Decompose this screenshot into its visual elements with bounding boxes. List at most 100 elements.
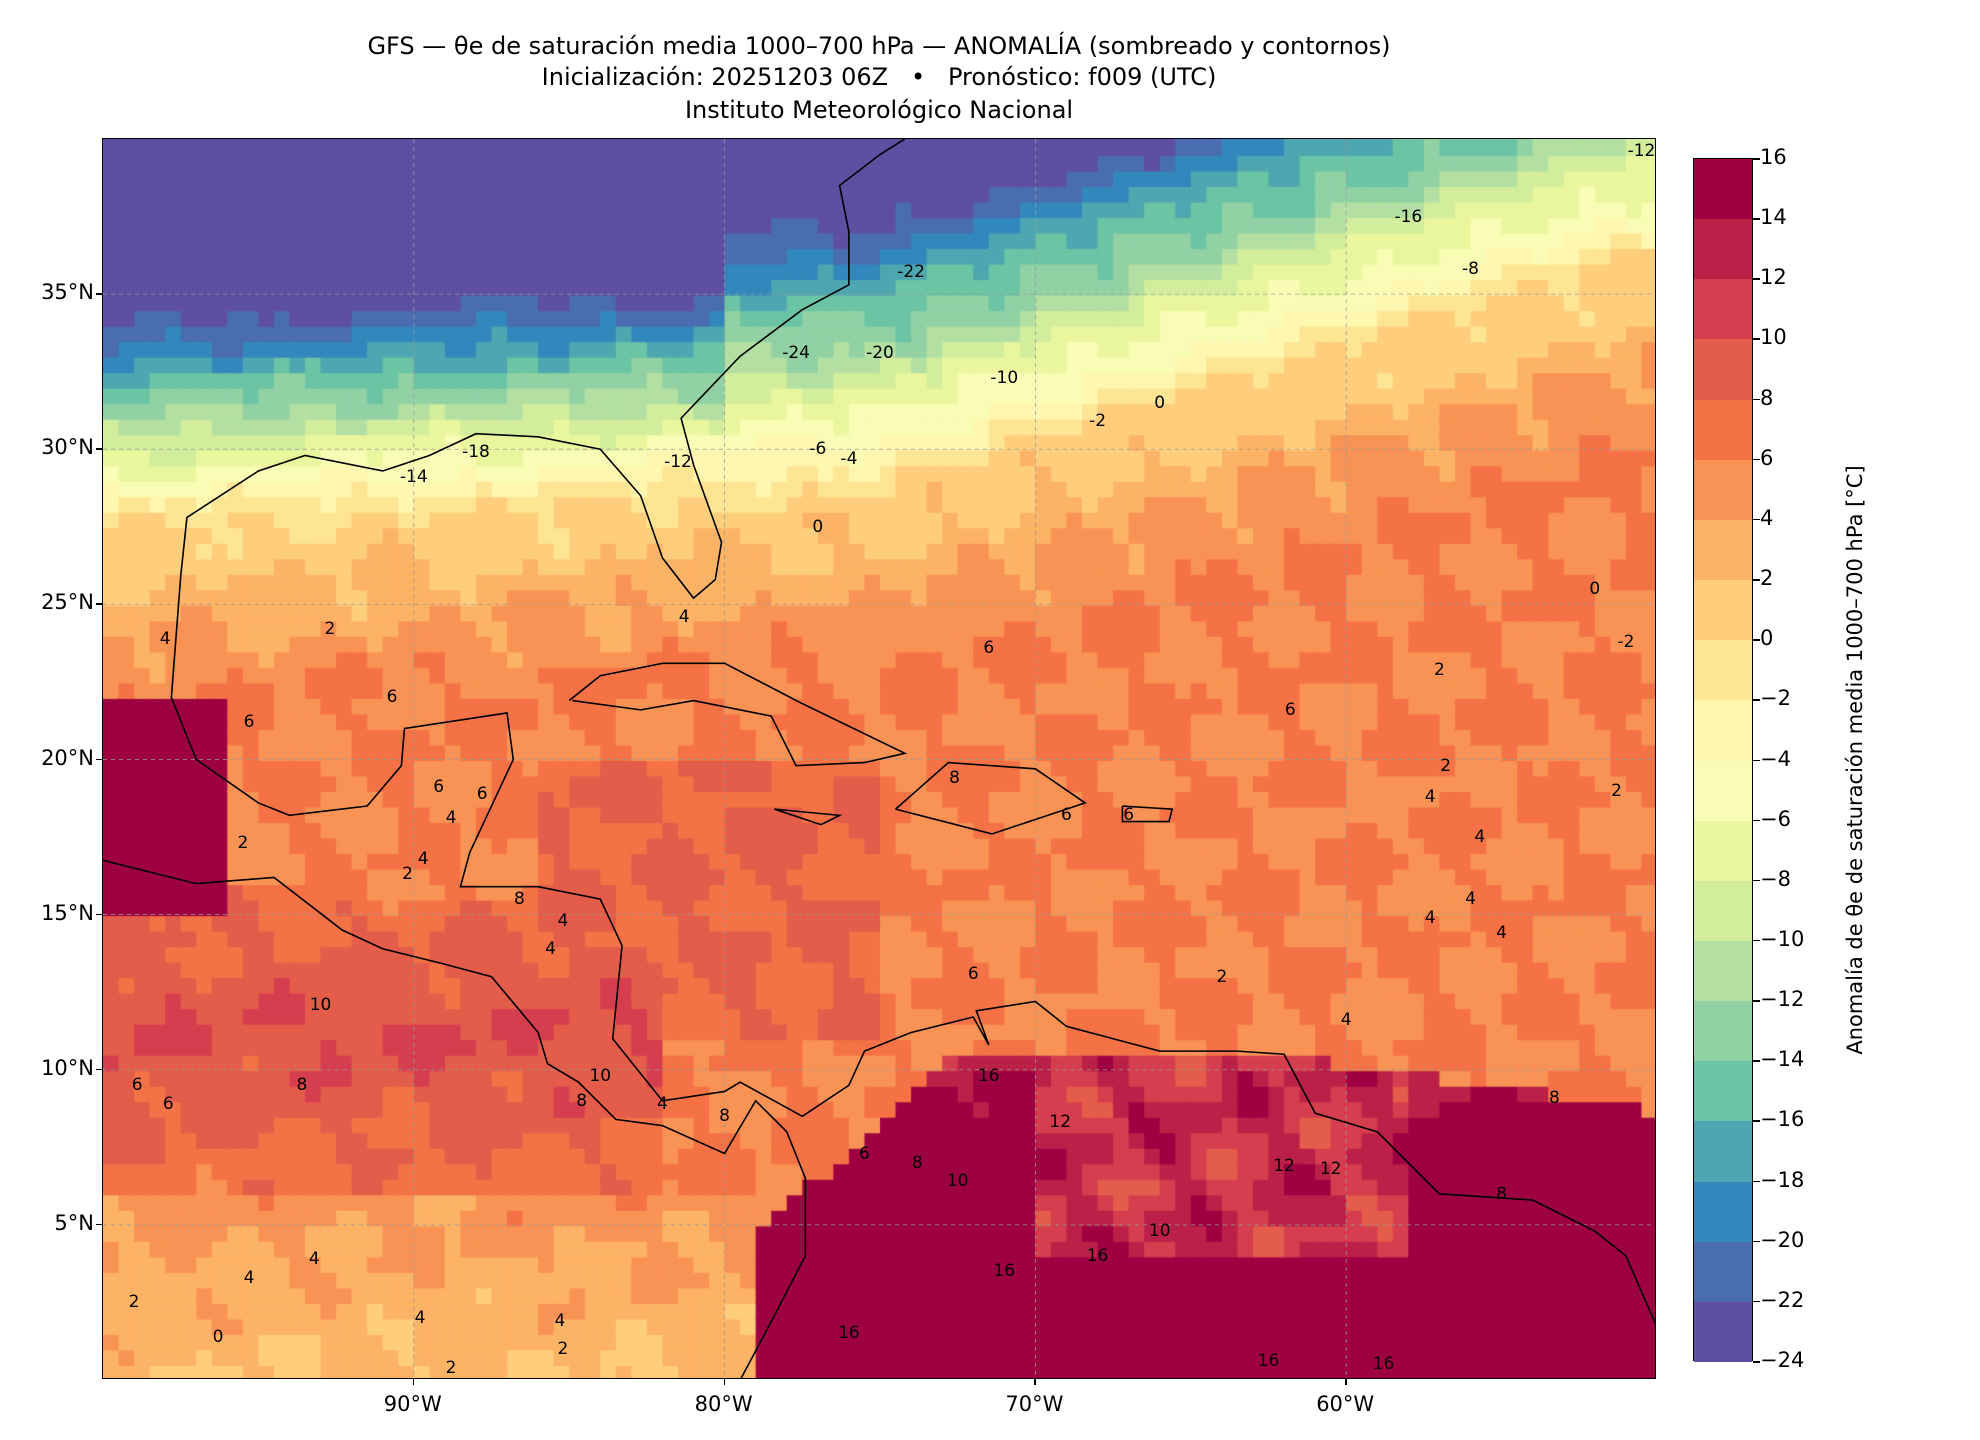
- contour-label: 8: [296, 1075, 308, 1096]
- colorbar-tick: [1753, 879, 1760, 882]
- contour-label: 12: [1319, 1159, 1342, 1180]
- contour-label: -2: [1617, 631, 1635, 652]
- colorbar-tick: [1753, 518, 1760, 521]
- colorbar-tick-label: −18: [1760, 1167, 1805, 1192]
- colorbar-swatch: [1694, 700, 1752, 761]
- contour-label: 0: [212, 1326, 224, 1347]
- map-panel: -12 -16 -8 -22 -24 -20 -10 -2 0 -6 -4 -12 -18 -14 0 0 -2…: [102, 138, 1656, 1379]
- lat-tick-label: 35°N: [41, 280, 94, 305]
- colorbar-swatch: [1694, 1001, 1752, 1062]
- colorbar-tick: [1753, 338, 1760, 340]
- contour-label: -2: [1089, 411, 1107, 432]
- contour-label: 2: [445, 1357, 457, 1378]
- colorbar-swatch: [1694, 1181, 1752, 1243]
- contour-label: -22: [897, 262, 925, 283]
- colorbar-swatch: [1694, 760, 1752, 822]
- lat-tick: [96, 1068, 102, 1071]
- contour-label: 6: [859, 1143, 870, 1164]
- colorbar-swatch: [1694, 820, 1752, 882]
- colorbar-tick: [1753, 278, 1760, 280]
- lat-tick-label: 5°N: [54, 1210, 94, 1235]
- colorbar-tick-label: 12: [1760, 265, 1787, 290]
- contour-label: 16: [993, 1261, 1016, 1282]
- contour-label: 16: [1372, 1354, 1395, 1375]
- coastline: [170, 576, 1655, 1325]
- contour-label: 2: [1440, 755, 1452, 776]
- coastline: [1121, 805, 1174, 823]
- lat-tick: [96, 758, 102, 760]
- lat-tick-label: 25°N: [41, 590, 94, 615]
- colorbar-tick: [1753, 158, 1760, 160]
- contour-label: -16: [1394, 206, 1423, 227]
- colorbar-tick-label: −22: [1760, 1287, 1805, 1312]
- contour-label: 4: [1474, 827, 1486, 848]
- colorbar-tick-label: −10: [1760, 926, 1805, 951]
- contour-label: 4: [1465, 889, 1476, 910]
- colorbar-tick: [1753, 639, 1760, 641]
- colorbar-swatch: [1694, 399, 1752, 461]
- colorbar-swatch: [1694, 1301, 1752, 1363]
- colorbar-swatch: [1694, 159, 1752, 220]
- colorbar-swatch: [1694, 940, 1752, 1002]
- colorbar-tick-label: 6: [1760, 445, 1774, 470]
- colorbar-swatch: [1694, 580, 1752, 641]
- colorbar-label: Anomalía de θe de saturación media 1000–…: [1843, 465, 1867, 1055]
- colorbar-swatch: [1694, 1061, 1752, 1122]
- colorbar-tick: [1753, 939, 1760, 942]
- colorbar-tick: [1753, 1361, 1760, 1363]
- lat-tick-label: 30°N: [41, 435, 94, 460]
- colorbar-tick-label: −14: [1760, 1047, 1805, 1072]
- contour-label: 16: [1257, 1351, 1280, 1372]
- contour-label: 10: [589, 1065, 612, 1086]
- lat-tick: [96, 913, 102, 916]
- contour-label: 12: [1273, 1155, 1295, 1176]
- lon-tick: [412, 1379, 415, 1385]
- colorbar-tick-label: −6: [1760, 806, 1791, 831]
- contour-label: -20: [866, 343, 894, 364]
- colorbar-swatch: [1694, 640, 1752, 701]
- contour-label: 4: [414, 1307, 426, 1328]
- lat-tick: [96, 1223, 102, 1226]
- chart-institution: Instituto Meteorológico Nacional: [684, 96, 1074, 124]
- colorbar-swatch: [1694, 1121, 1752, 1183]
- colorbar-tick: [1753, 579, 1760, 581]
- contour-label: 4: [308, 1249, 320, 1269]
- colorbar-tick: [1753, 819, 1760, 822]
- colorbar-tick: [1753, 1060, 1760, 1062]
- contour-label: 6: [131, 1075, 143, 1096]
- lat-tick-label: 10°N: [41, 1055, 94, 1080]
- colorbar-tick-label: 10: [1760, 325, 1787, 350]
- chart-title: GFS — θe de saturación media 1000–700 hP…: [367, 32, 1391, 60]
- colorbar-tick-label: 4: [1760, 505, 1774, 530]
- contour-label: 8: [576, 1090, 588, 1111]
- contour-label: 4: [557, 910, 569, 931]
- coastline: [179, 139, 906, 600]
- contour-label: 4: [445, 808, 457, 829]
- contour-label: 4: [243, 1267, 255, 1288]
- contour-label: 6: [162, 1093, 174, 1114]
- contour-label: 10: [309, 994, 332, 1015]
- contour-label: 6: [983, 637, 995, 658]
- colorbar-tick: [1753, 398, 1760, 401]
- contour-label: 8: [949, 768, 960, 789]
- colorbar-tick-label: −16: [1760, 1107, 1805, 1132]
- colorbar-tick: [1753, 1300, 1760, 1303]
- lat-tick-label: 15°N: [41, 900, 94, 925]
- contour-label: 2: [557, 1338, 569, 1359]
- contour-label: 2: [402, 864, 413, 885]
- map-overlay: [103, 139, 1655, 1378]
- coastline: [568, 662, 908, 767]
- contour-label: 6: [243, 712, 255, 733]
- contour-label: 2: [128, 1292, 140, 1313]
- colorbar-swatch: [1694, 459, 1752, 521]
- contour-label: 2: [324, 619, 336, 640]
- colorbar-tick-label: −24: [1760, 1348, 1805, 1372]
- lat-tick: [96, 293, 102, 295]
- contour-label: 0: [812, 516, 824, 537]
- contour-label: -6: [809, 439, 827, 460]
- lat-tick-label: 20°N: [41, 745, 94, 770]
- contour-label: 16: [977, 1065, 1000, 1086]
- colorbar-tick: [1753, 1180, 1760, 1183]
- colorbar-tick-label: 2: [1760, 566, 1774, 591]
- contour-label: 0: [1589, 578, 1601, 599]
